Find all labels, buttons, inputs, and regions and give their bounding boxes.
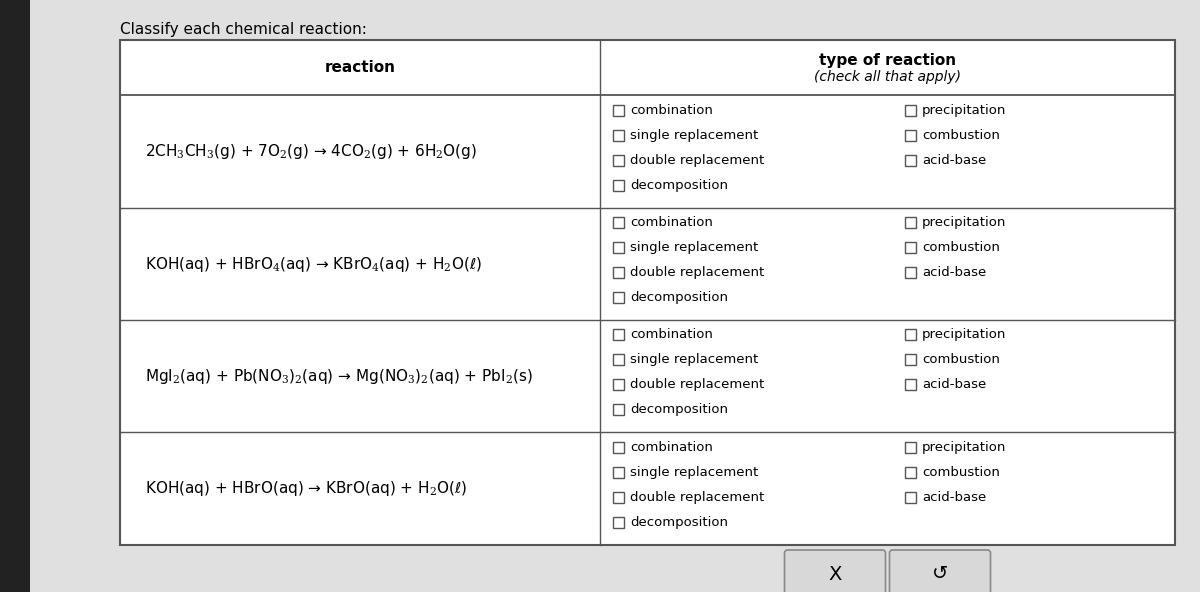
Text: type of reaction: type of reaction xyxy=(818,53,956,68)
Text: combination: combination xyxy=(630,217,713,230)
Bar xyxy=(905,130,916,141)
FancyBboxPatch shape xyxy=(889,550,990,592)
Text: 2CH$_3$CH$_3$(g) + 7O$_2$(g) → 4CO$_2$(g) + 6H$_2$O(g): 2CH$_3$CH$_3$(g) + 7O$_2$(g) → 4CO$_2$(g… xyxy=(145,142,478,161)
Text: acid-base: acid-base xyxy=(922,154,986,167)
Text: double replacement: double replacement xyxy=(630,266,764,279)
Bar xyxy=(612,466,624,478)
Text: combination: combination xyxy=(630,329,713,342)
Text: decomposition: decomposition xyxy=(630,179,728,192)
Bar xyxy=(612,155,624,166)
FancyBboxPatch shape xyxy=(785,550,886,592)
Bar xyxy=(612,329,624,340)
Bar xyxy=(612,292,624,303)
Text: precipitation: precipitation xyxy=(922,217,1007,230)
Text: Classify each chemical reaction:: Classify each chemical reaction: xyxy=(120,22,367,37)
Text: precipitation: precipitation xyxy=(922,440,1007,453)
Text: decomposition: decomposition xyxy=(630,291,728,304)
Bar xyxy=(905,329,916,340)
Text: reaction: reaction xyxy=(324,60,396,75)
Text: KOH(aq) + HBrO$_4$(aq) → KBrO$_4$(aq) + H$_2$O(ℓ): KOH(aq) + HBrO$_4$(aq) → KBrO$_4$(aq) + … xyxy=(145,255,482,274)
Text: acid-base: acid-base xyxy=(922,491,986,504)
Text: acid-base: acid-base xyxy=(922,378,986,391)
Text: double replacement: double replacement xyxy=(630,378,764,391)
Bar xyxy=(612,267,624,278)
Text: combination: combination xyxy=(630,104,713,117)
Text: precipitation: precipitation xyxy=(922,329,1007,342)
Bar xyxy=(905,379,916,390)
Text: single replacement: single replacement xyxy=(630,466,758,479)
Text: single replacement: single replacement xyxy=(630,353,758,366)
Bar xyxy=(612,217,624,229)
Text: combustion: combustion xyxy=(922,353,1000,366)
Bar xyxy=(905,217,916,229)
Text: single replacement: single replacement xyxy=(630,128,758,141)
Bar xyxy=(905,466,916,478)
Bar xyxy=(0,0,30,592)
Bar xyxy=(905,267,916,278)
Text: single replacement: single replacement xyxy=(630,242,758,255)
Bar xyxy=(612,242,624,253)
Text: ↺: ↺ xyxy=(932,565,948,584)
Bar xyxy=(612,180,624,191)
Text: combination: combination xyxy=(630,440,713,453)
Text: decomposition: decomposition xyxy=(630,403,728,416)
Text: MgI$_2$(aq) + Pb(NO$_3$)$_2$(aq) → Mg(NO$_3$)$_2$(aq) + PbI$_2$(s): MgI$_2$(aq) + Pb(NO$_3$)$_2$(aq) → Mg(NO… xyxy=(145,366,533,385)
Text: combustion: combustion xyxy=(922,242,1000,255)
Text: (check all that apply): (check all that apply) xyxy=(814,69,961,83)
Text: double replacement: double replacement xyxy=(630,491,764,504)
Bar xyxy=(120,40,1175,545)
Bar xyxy=(612,355,624,365)
Bar xyxy=(905,355,916,365)
Text: combustion: combustion xyxy=(922,128,1000,141)
Text: precipitation: precipitation xyxy=(922,104,1007,117)
Bar xyxy=(612,517,624,528)
Bar xyxy=(905,155,916,166)
Text: combustion: combustion xyxy=(922,466,1000,479)
Bar xyxy=(612,130,624,141)
Text: double replacement: double replacement xyxy=(630,154,764,167)
Text: X: X xyxy=(828,565,841,584)
Bar xyxy=(612,105,624,115)
Bar xyxy=(905,492,916,503)
Bar xyxy=(905,105,916,115)
Bar xyxy=(905,442,916,452)
Bar xyxy=(612,442,624,452)
Text: KOH(aq) + HBrO(aq) → KBrO(aq) + H$_2$O(ℓ): KOH(aq) + HBrO(aq) → KBrO(aq) + H$_2$O(ℓ… xyxy=(145,479,467,498)
Bar xyxy=(612,404,624,415)
Bar xyxy=(612,379,624,390)
Text: decomposition: decomposition xyxy=(630,516,728,529)
Text: acid-base: acid-base xyxy=(922,266,986,279)
Bar xyxy=(612,492,624,503)
Bar xyxy=(905,242,916,253)
